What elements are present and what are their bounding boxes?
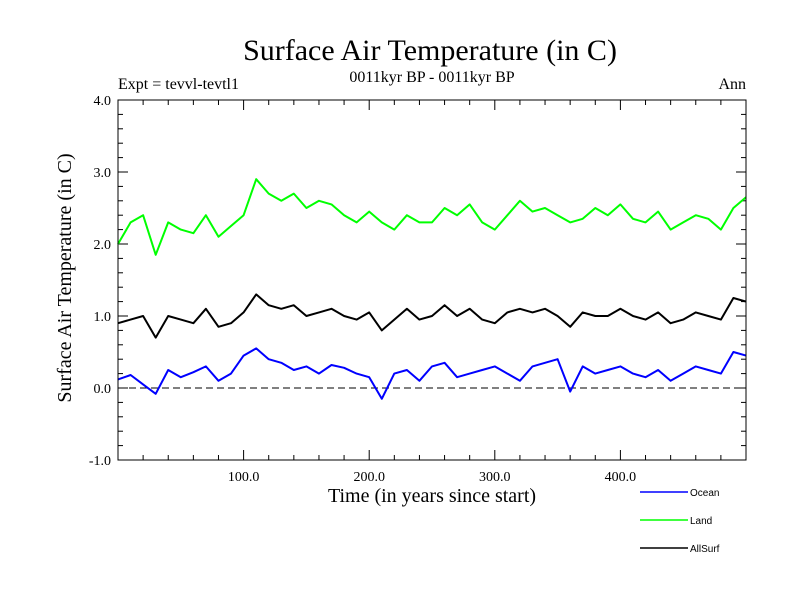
y-tick-label: 4.0 — [94, 94, 112, 109]
chart-title: Surface Air Temperature (in C) — [243, 34, 617, 67]
y-tick-label: 3.0 — [94, 166, 112, 181]
x-tick-label: 100.0 — [228, 470, 260, 485]
season-label: Ann — [718, 76, 746, 93]
expt-label: Expt = tevvl-tevtl1 — [118, 76, 239, 93]
legend-label-allsurf: AllSurf — [690, 544, 720, 555]
legend-label-ocean: Ocean — [690, 488, 719, 499]
x-tick-label: 200.0 — [353, 470, 385, 485]
chart-subtitle: 0011kyr BP - 0011kyr BP — [349, 69, 514, 86]
legend-label-land: Land — [690, 516, 712, 527]
y-axis-label: Surface Air Temperature (in C) — [54, 153, 76, 402]
series-line-allsurf — [117, 293, 747, 339]
series-line-land — [117, 178, 747, 256]
plot-frame — [117, 99, 747, 461]
x-tick-label: 300.0 — [479, 470, 511, 485]
y-tick-label: 2.0 — [94, 238, 112, 253]
y-tick-label: 0.0 — [94, 382, 112, 397]
y-tick-label: 1.0 — [94, 310, 112, 325]
plot-area: -1.0 0.0 1.0 2.0 3.0 4.0 100.0 200.0 300.0 400.0 — [89, 94, 747, 485]
x-axis-label: Time (in years since start) — [328, 485, 536, 507]
series-line-ocean — [117, 347, 747, 400]
legend: Ocean Land AllSurf — [640, 488, 720, 555]
y-tick-label: -1.0 — [89, 454, 111, 469]
x-tick-label: 400.0 — [605, 470, 637, 485]
